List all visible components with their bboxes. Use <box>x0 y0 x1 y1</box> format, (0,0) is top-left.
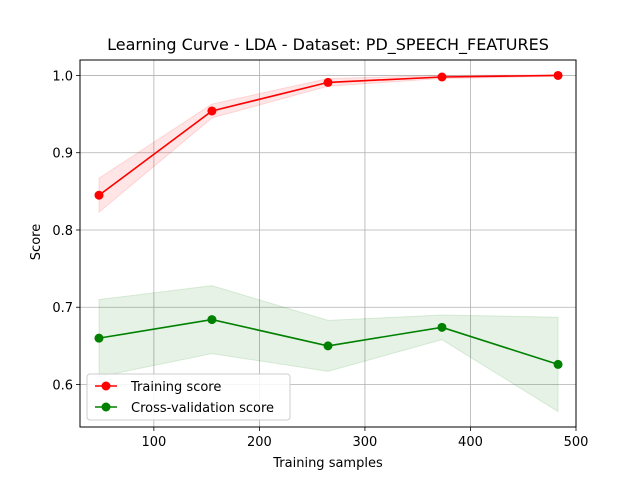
legend-label: Cross-validation score <box>131 401 274 416</box>
point-series-1 <box>94 333 104 343</box>
y-axis-ticks: 0.6 0.7 0.8 0.9 1.0 <box>52 69 80 394</box>
y-tick-label: 0.8 <box>52 224 73 239</box>
point-series-0 <box>553 70 563 80</box>
point-series-0 <box>207 106 217 116</box>
point-series-0 <box>323 77 333 87</box>
x-tick-label: 100 <box>141 435 166 450</box>
x-tick-label: 400 <box>458 435 483 450</box>
y-tick-label: 1.0 <box>52 69 73 84</box>
point-series-0 <box>94 190 104 200</box>
series-points <box>94 70 563 369</box>
legend-box <box>86 373 291 421</box>
legend-marker <box>101 381 111 391</box>
y-axis-label: Score <box>29 224 44 260</box>
x-tick-label: 200 <box>247 435 272 450</box>
point-series-1 <box>207 315 217 325</box>
y-tick-label: 0.7 <box>52 301 73 316</box>
point-series-1 <box>437 322 447 332</box>
x-axis-label: Training samples <box>272 456 383 471</box>
x-tick-label: 300 <box>353 435 378 450</box>
legend-label: Training score <box>130 380 221 395</box>
legend: Training score Cross-validation score <box>86 373 291 421</box>
y-tick-label: 0.6 <box>52 379 73 394</box>
plot-frame <box>79 59 577 428</box>
point-series-0 <box>437 72 447 82</box>
chart-title: Learning Curve - LDA - Dataset: PD_SPEEC… <box>107 35 549 55</box>
point-series-1 <box>323 341 333 351</box>
legend-marker <box>101 402 111 412</box>
point-series-1 <box>553 359 563 369</box>
y-tick-label: 0.9 <box>52 147 73 162</box>
confidence-bands <box>98 74 559 413</box>
x-axis-ticks: 100 200 300 400 500 <box>141 427 588 450</box>
x-tick-label: 500 <box>564 435 589 450</box>
